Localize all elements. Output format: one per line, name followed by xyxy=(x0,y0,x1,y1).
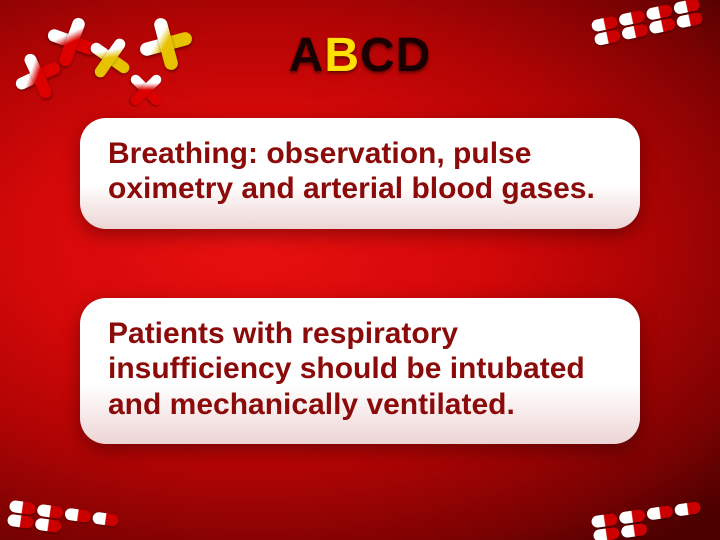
card-2-text: Patients with respiratory insufficiency … xyxy=(108,316,612,422)
title-b-highlight: B xyxy=(324,29,360,82)
pill-cluster-bottom-right xyxy=(592,508,712,534)
title-d: D xyxy=(396,29,432,82)
content-card-2: Patients with respiratory insufficiency … xyxy=(80,298,640,444)
slide-title: ABCD xyxy=(0,28,720,83)
content-card-1: Breathing: observation, pulse oximetry a… xyxy=(80,118,640,229)
title-c: C xyxy=(360,29,396,82)
card-1-text: Breathing: observation, pulse oximetry a… xyxy=(108,136,612,207)
pill-cluster-bottom-left xyxy=(8,508,128,534)
title-a: A xyxy=(289,29,325,82)
